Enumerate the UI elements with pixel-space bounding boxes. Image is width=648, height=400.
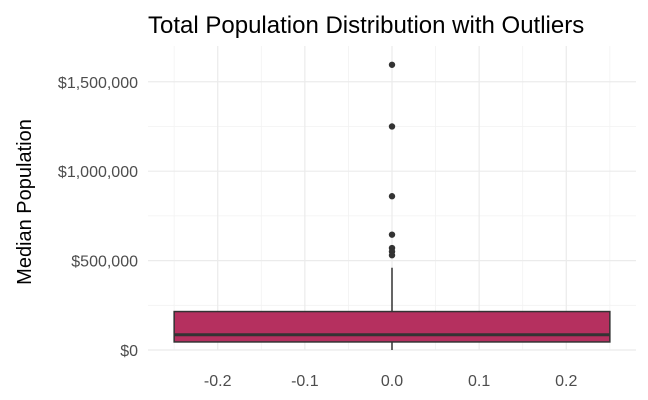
grid-lines	[148, 46, 636, 351]
y-tick-label: $1,000,000	[58, 164, 138, 181]
outlier-point	[388, 231, 396, 238]
y-tick-label: $0	[120, 343, 138, 360]
x-tick-label: 0.0	[381, 373, 403, 390]
outlier-point	[388, 252, 396, 259]
y-axis-ticks: $0 $500,000 $1,000,000 $1,500,000	[58, 75, 138, 360]
x-tick-label: 0.1	[468, 373, 490, 390]
y-axis-label: Median Population	[14, 119, 36, 285]
x-tick-label: 0.2	[555, 373, 577, 390]
x-axis-ticks: -0.2 -0.1 0.0 0.1 0.2	[204, 373, 578, 390]
box-layer	[173, 267, 611, 350]
outlier-point	[388, 61, 396, 68]
outlier-points	[388, 61, 396, 259]
outlier-point	[388, 193, 396, 200]
chart-title: Total Population Distribution with Outli…	[148, 12, 584, 39]
interquartile-box	[173, 310, 611, 343]
outlier-point	[388, 123, 396, 130]
y-tick-label: $1,500,000	[58, 75, 138, 92]
y-tick-label: $500,000	[71, 254, 138, 271]
x-tick-label: -0.1	[291, 373, 319, 390]
x-tick-label: -0.2	[204, 373, 232, 390]
